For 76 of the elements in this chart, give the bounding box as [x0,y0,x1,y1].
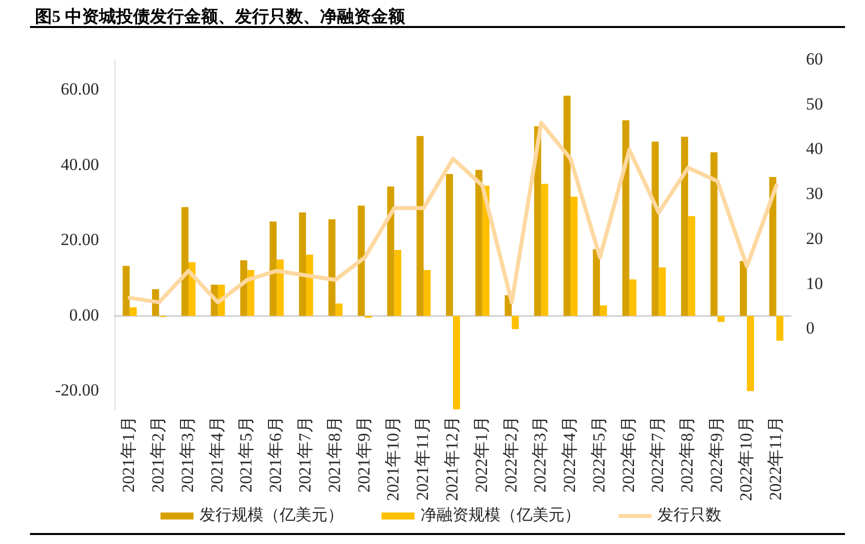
bar [424,270,431,316]
x-tick-label: 2021年8月 [324,416,344,492]
x-tick-label: 2021年2月 [148,416,168,492]
x-tick-label: 2021年10月 [384,416,403,501]
bar [564,96,571,316]
x-tick-label: 2022年11月 [766,416,785,500]
bar [652,142,659,316]
y-tick-label: -20.00 [55,380,99,400]
x-tick-label: 2022年5月 [589,416,608,492]
y-tick-label: 20.00 [60,230,99,250]
bar [600,305,608,316]
x-tick-label: 2022年4月 [560,416,580,492]
bar [658,267,666,316]
bar [681,136,688,316]
bar [247,270,254,316]
bar [622,120,630,316]
x-tick-label: 2021年6月 [266,416,286,492]
x-tick-label: 2021年7月 [296,416,315,492]
bar [453,316,460,410]
bar [358,206,365,316]
x-tick-label: 2021年11月 [413,416,432,500]
bar [710,152,718,316]
y2-tick-label: 0 [806,318,814,338]
x-tick-label: 2022年6月 [618,416,638,492]
x-tick-label: 2022年2月 [501,416,520,492]
y2-tick-label: 20 [806,228,823,248]
x-tick-label: 2021年1月 [119,416,138,492]
bar [746,316,754,392]
bar [298,212,306,316]
bar [718,316,725,322]
bar [181,207,188,316]
y2-tick-label: 40 [806,139,823,158]
bar [776,316,784,341]
bar [306,254,314,316]
bar [240,260,248,316]
bar [475,170,482,316]
legend-label: 发行规模（亿美元） [200,506,344,524]
bar [592,249,600,316]
x-tick-label: 2021年5月 [236,416,256,492]
bar [394,250,402,316]
bar [387,186,394,316]
x-tick-label: 2022年1月 [472,416,491,492]
bar [512,316,519,330]
bar [270,221,277,316]
chart-title: 图5 中资城投债发行金额、发行只数、净融资金额 [35,6,405,28]
x-tick-label: 2022年3月 [530,416,550,492]
y2-tick-label: 60 [806,49,823,68]
bar [328,219,336,316]
bar [740,260,747,316]
bar [629,279,636,316]
x-tick-label: 2021年12月 [442,416,462,501]
bar [688,216,696,316]
bar [416,136,424,316]
bar [276,259,284,316]
y2-tick-label: 30 [806,184,823,204]
x-tick-label: 2022年10月 [736,416,756,501]
y2-tick-label: 50 [806,94,823,114]
x-tick-label: 2021年3月 [178,416,197,492]
x-tick-label: 2022年9月 [706,416,726,492]
bar [122,266,130,316]
bar [446,174,453,316]
legend-label: 发行只数 [658,507,722,524]
x-tick-label: 2022年7月 [648,416,668,492]
legend-label: 净融资规模（亿美元） [420,506,580,524]
bar [769,177,776,316]
bar [570,196,578,316]
x-tick-label: 2021年4月 [207,416,226,492]
x-tick-label: 2022年8月 [678,416,697,492]
y-tick-label: 0.00 [69,305,99,324]
y-tick-label: 60.00 [60,80,99,99]
y-tick-label: 40.00 [60,154,99,174]
x-tick-label: 2021年9月 [354,416,374,492]
y2-tick-label: 10 [806,274,823,293]
bar [130,307,137,316]
bar [335,303,342,316]
bar [541,184,548,316]
